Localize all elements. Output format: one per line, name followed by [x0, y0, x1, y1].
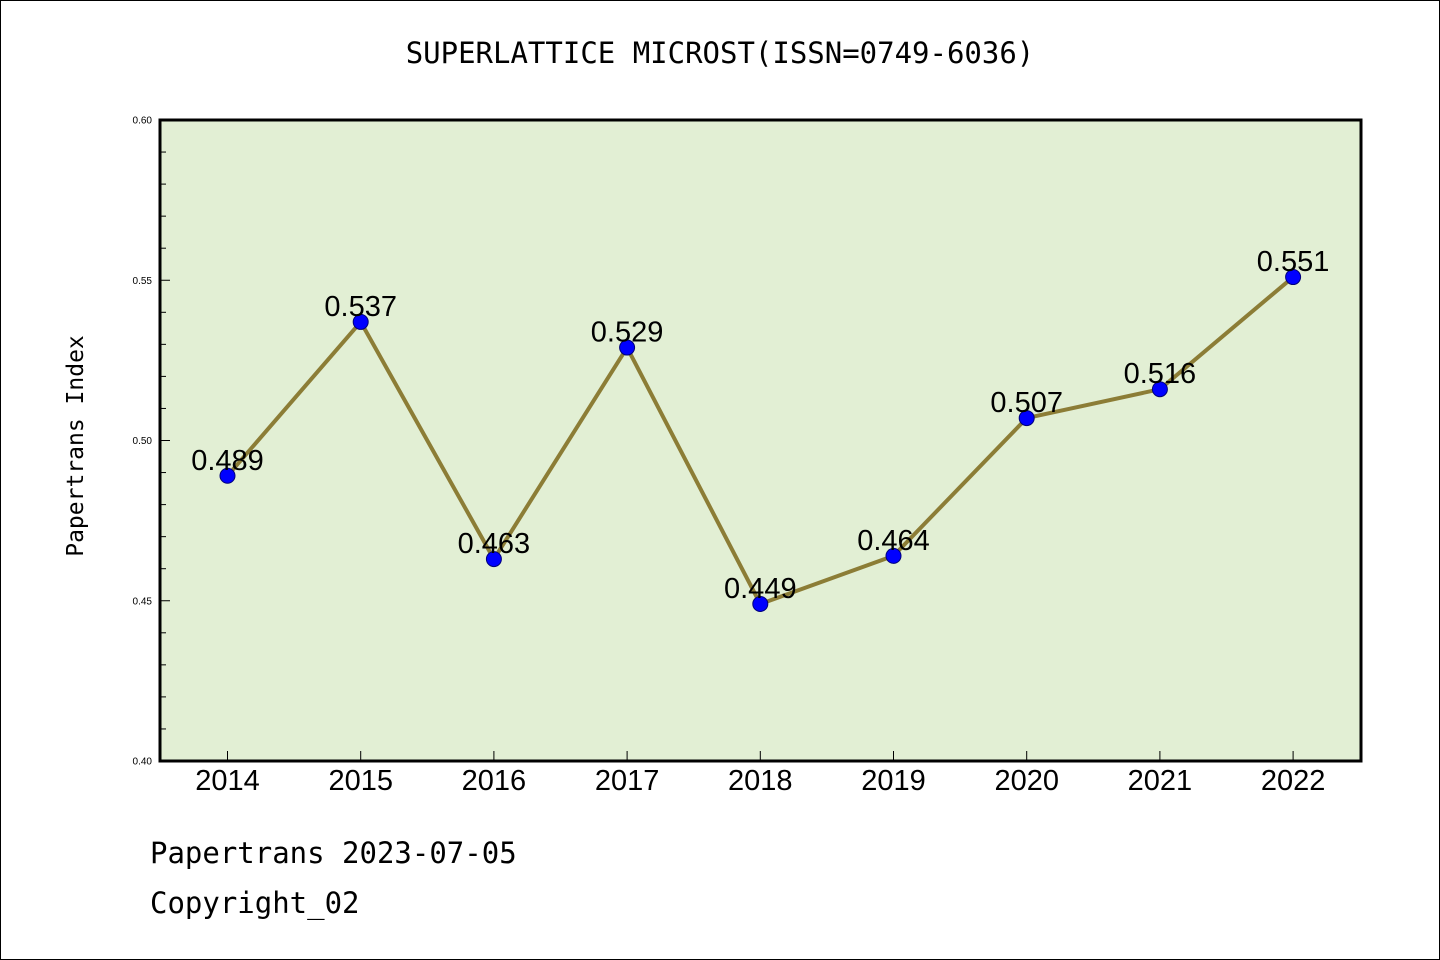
data-point [352, 313, 369, 330]
data-label: 0.464 [857, 525, 930, 557]
data-label: 0.537 [324, 291, 397, 323]
x-tick-label: 2020 [994, 765, 1059, 797]
x-tick-label: 2018 [728, 765, 793, 797]
data-label: 0.489 [191, 445, 264, 477]
x-axis: 2014 2015 2016 2017 2018 2019 2020 2021 2022 [195, 751, 1325, 797]
data-label: 0.516 [1124, 358, 1197, 390]
y-tick-label: 0.50 [133, 436, 153, 447]
data-point [1018, 410, 1035, 427]
footer-date-line: Papertrans 2023-07-05 [150, 836, 517, 870]
y-axis: 0.40 0.45 0.50 0.55 0.60 [133, 116, 170, 768]
data-point [1151, 381, 1168, 398]
data-label: 0.507 [990, 387, 1063, 419]
y-tick-label: 0.45 [133, 596, 153, 607]
x-tick-label: 2021 [1128, 765, 1193, 797]
footer-copyright: Copyright_02 [150, 886, 360, 920]
data-label: 0.529 [591, 317, 664, 349]
data-point [219, 467, 236, 484]
data-point [1285, 269, 1302, 286]
y-tick-label: 0.60 [133, 116, 153, 127]
data-point [619, 339, 636, 356]
x-tick-label: 2016 [462, 765, 527, 797]
data-point [752, 595, 769, 612]
y-tick-label: 0.40 [133, 757, 153, 768]
y-tick-label: 0.55 [133, 276, 153, 287]
x-tick-label: 2022 [1261, 765, 1326, 797]
plot-area [160, 120, 1361, 761]
plot-border [158, 118, 1363, 763]
data-point [485, 551, 502, 568]
data-label: 0.551 [1257, 246, 1330, 278]
x-tick-label: 2017 [595, 765, 660, 797]
data-point [885, 547, 902, 564]
x-tick-label: 2015 [328, 765, 393, 797]
chart-title: SUPERLATTICE MICROST(ISSN=0749-6036) [405, 36, 1035, 70]
x-tick-label: 2019 [861, 765, 926, 797]
series-group: 0.489 0.537 0.463 0.529 0.449 0.464 0.507 0.516… [191, 246, 1330, 612]
data-label: 0.463 [458, 528, 531, 560]
x-tick-label: 2014 [195, 765, 260, 797]
data-label: 0.449 [724, 573, 797, 605]
